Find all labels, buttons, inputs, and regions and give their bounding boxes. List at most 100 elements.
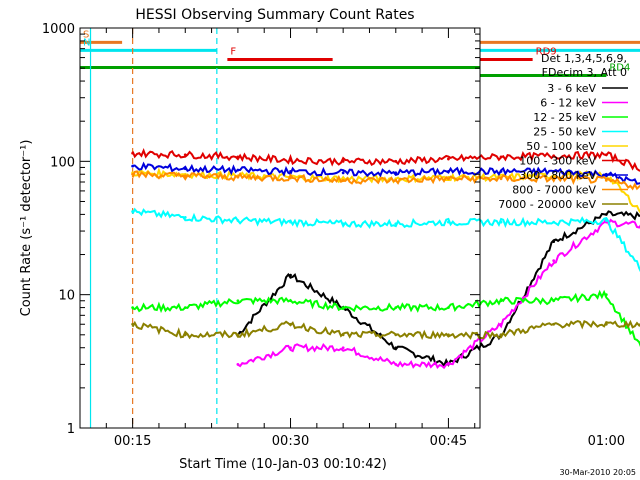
point-12-25-kev-8: [552, 299, 556, 303]
point-25-50-kev-9: [604, 219, 608, 222]
legend-label-7000-20000-kev: 7000 - 20000 keV: [498, 198, 596, 211]
y-tick-label-10: 10: [58, 289, 75, 304]
point-800-7000-kev-2: [236, 175, 240, 179]
point-300-800-kev-7: [499, 170, 503, 173]
point-7000-20000-kev-2: [236, 333, 240, 337]
point-800-7000-kev-9: [604, 178, 608, 182]
x-tick-label-01-00: 01:00: [588, 434, 625, 449]
chart-title: HESSI Observing Summary Count Rates: [135, 7, 414, 23]
point-800-7000-kev-0: [131, 172, 135, 176]
point-800-7000-kev-1: [183, 174, 187, 178]
flag-label-rd9-5: RD9: [536, 47, 557, 58]
point-12-25-kev-3: [289, 299, 292, 303]
series-line-50-100-kev: [131, 167, 640, 214]
time-markers: [89, 28, 218, 428]
point-7000-20000-kev-7: [499, 333, 503, 337]
series-line-300-800-kev: [132, 161, 640, 185]
y-axis-label: Count Rate (s⁻¹ detector⁻¹): [19, 140, 34, 317]
legend-label-12-25-kev: 12 - 25 keV: [533, 111, 596, 124]
legend: Det 1,3,4,5,6,9, FDecim 3, Att 0 3 - 6 k…: [498, 52, 628, 211]
series-line-12-25-kev: [132, 289, 640, 348]
point-25-50-kev-6: [447, 220, 450, 224]
point-7000-20000-kev-6: [447, 333, 450, 337]
point-800-7000-kev-7: [499, 177, 503, 181]
plot-frame: [79, 27, 481, 429]
point-100-300-kev-0: [131, 151, 135, 155]
point-300-800-kev-2: [236, 168, 240, 172]
point-12-25-kev-2: [236, 299, 240, 303]
x-tick-label-00-45: 00:45: [430, 434, 467, 449]
point-100-300-kev-3: [289, 158, 292, 162]
flag-label-f-4: F: [230, 47, 236, 58]
point-12-25-kev-5: [394, 306, 398, 309]
observing-flags: SSNNFRD9RD4: [80, 29, 640, 78]
point-6-12-kev-7: [499, 322, 503, 326]
x-tick-label-00-15: 00:15: [114, 434, 151, 449]
point-7000-20000-kev-5: [394, 333, 398, 337]
point-7000-20000-kev-4: [341, 333, 345, 337]
point-3-6-kev-5: [394, 346, 398, 350]
point-12-25-kev-9: [604, 293, 608, 297]
point-800-7000-kev-4: [341, 178, 345, 182]
point-100-300-kev-2: [236, 155, 240, 159]
point-3-6-kev-9: [604, 212, 608, 216]
point-25-50-kev-8: [552, 220, 556, 224]
point-300-800-kev-1: [183, 167, 187, 171]
legend-label-25-50-kev: 25 - 50 keV: [533, 126, 596, 139]
point-12-25-kev-7: [499, 299, 503, 303]
point-300-800-kev-8: [552, 170, 556, 173]
series-line-100-300-kev: [131, 148, 640, 172]
point-6-12-kev-3: [289, 346, 292, 350]
point-3-6-kev-8: [552, 240, 556, 244]
y-tick-label-1000: 1000: [42, 22, 75, 37]
point-6-12-kev-8: [552, 259, 556, 263]
point-800-7000-kev-6: [447, 177, 450, 181]
point-100-300-kev-5: [394, 159, 398, 163]
series-line-6-12-kev: [237, 217, 640, 370]
point-100-300-kev-8: [552, 154, 556, 158]
point-300-800-kev-0: [131, 164, 135, 168]
point-12-25-kev-1: [183, 306, 187, 309]
flag-label-s-0: S: [83, 29, 89, 40]
point-25-50-kev-0: [131, 210, 135, 213]
legend-label-50-100-kev: 50 - 100 keV: [526, 140, 596, 153]
legend-label-3-6-kev: 3 - 6 keV: [547, 82, 596, 95]
point-25-50-kev-5: [394, 222, 398, 226]
legend-label-300-800-kev: 300 - 800 keV: [519, 169, 596, 182]
point-800-7000-kev-5: [394, 178, 398, 182]
legend-label-100-300-kev: 100 - 300 keV: [519, 155, 596, 168]
point-25-50-kev-7: [499, 220, 503, 224]
footer-date: 30-Mar-2010 20:05: [560, 468, 637, 477]
point-300-800-kev-3: [289, 170, 292, 173]
x-tick-label-00-30: 00:30: [272, 434, 309, 449]
point-6-12-kev-2: [236, 362, 240, 366]
point-800-7000-kev-8: [552, 177, 556, 181]
x-axis-label: Start Time (10-Jan-03 00:10:42): [179, 457, 387, 472]
point-6-12-kev-6: [447, 362, 450, 366]
flag-label-rd4-7: RD4: [609, 63, 630, 74]
point-100-300-kev-6: [447, 157, 450, 161]
point-800-7000-kev-3: [289, 176, 292, 180]
point-3-6-kev-3: [289, 273, 292, 277]
point-6-12-kev-4: [341, 346, 345, 350]
flag-label-n-2: N: [83, 37, 90, 48]
point-12-25-kev-4: [341, 306, 345, 309]
point-7000-20000-kev-0: [131, 322, 135, 326]
series-line-25-50-kev: [131, 207, 640, 273]
point-6-12-kev-5: [394, 362, 398, 366]
point-100-300-kev-9: [604, 153, 608, 157]
point-300-800-kev-6: [447, 170, 450, 173]
series-layer: [131, 148, 640, 370]
point-7000-20000-kev-3: [289, 322, 292, 326]
point-7000-20000-kev-8: [552, 322, 556, 326]
point-300-800-kev-5: [394, 171, 398, 175]
point-100-300-kev-4: [341, 159, 345, 163]
point-12-25-kev-6: [447, 306, 450, 309]
series-line-800-7000-kev: [131, 170, 640, 191]
point-7000-20000-kev-9: [604, 322, 608, 326]
point-25-50-kev-3: [289, 220, 292, 224]
legend-header-line-1: Det 1,3,4,5,6,9,: [541, 52, 627, 65]
point-25-50-kev-2: [236, 219, 240, 222]
